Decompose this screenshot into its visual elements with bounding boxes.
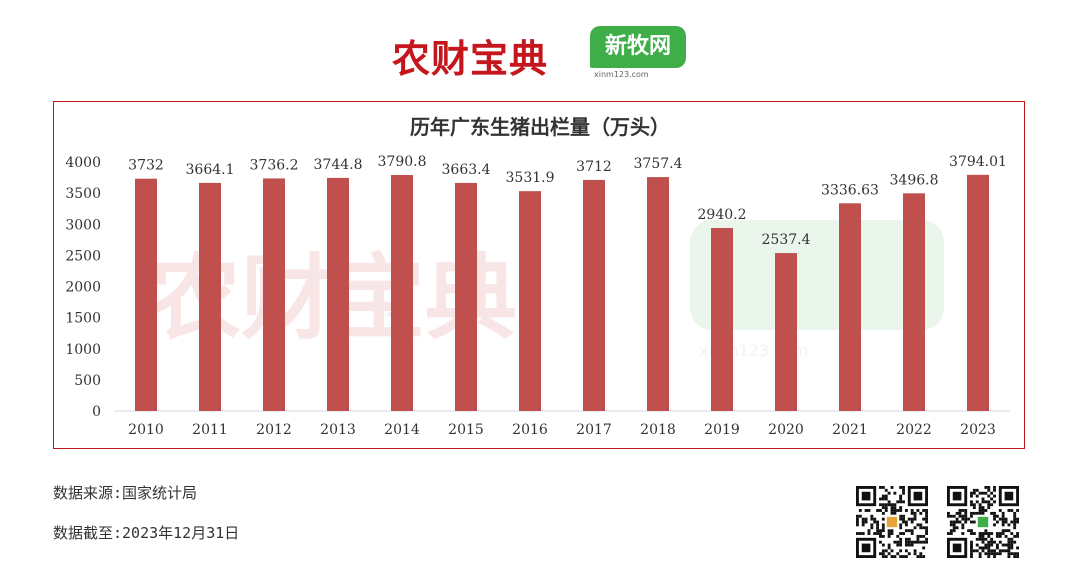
value-label-2021: 3336.63 bbox=[821, 182, 879, 198]
x-tick-label-2019: 2019 bbox=[704, 422, 740, 438]
value-label-2019: 2940.2 bbox=[698, 207, 747, 223]
x-tick-label-2016: 2016 bbox=[512, 422, 548, 438]
watermark-xinmu-badge bbox=[690, 220, 944, 330]
chart-title: 历年广东生猪出栏量（万头） bbox=[410, 115, 670, 139]
bar-2012 bbox=[263, 178, 285, 411]
x-tick-label-2017: 2017 bbox=[576, 422, 612, 438]
nongcai-logo: 农财宝典 bbox=[392, 37, 549, 81]
x-tick-label-2012: 2012 bbox=[256, 422, 292, 438]
bar-2021 bbox=[839, 203, 861, 411]
value-label-2022: 3496.8 bbox=[890, 172, 939, 188]
bar-2010 bbox=[135, 178, 157, 411]
watermark-xinmu: 新牧网 bbox=[727, 245, 907, 315]
value-label-2017: 3712 bbox=[576, 159, 612, 175]
x-axis: 2010 2011 2012 2013 2014 2015 2016 2017 2018 2019… bbox=[128, 422, 996, 438]
x-tick-label-2014: 2014 bbox=[384, 422, 420, 438]
value-label-2015: 3663.4 bbox=[442, 162, 491, 178]
xinmu-logo: 新牧网 bbox=[590, 26, 686, 68]
value-label-2012: 3736.2 bbox=[250, 157, 299, 173]
bar-2023 bbox=[967, 174, 989, 411]
y-tick-label: 3000 bbox=[65, 217, 101, 233]
y-tick-label: 2500 bbox=[65, 248, 101, 264]
bar-2011 bbox=[199, 182, 221, 411]
x-tick-label-2010: 2010 bbox=[128, 422, 164, 438]
bar-2020 bbox=[775, 253, 797, 411]
value-label-2018: 3757.4 bbox=[634, 156, 683, 172]
x-tick-label-2015: 2015 bbox=[448, 422, 484, 438]
data-cutoff-note: 数据截至:2023年12月31日 bbox=[53, 524, 240, 542]
y-tick-label: 500 bbox=[74, 373, 101, 389]
y-tick-label: 0 bbox=[92, 404, 101, 420]
bar-2013 bbox=[327, 177, 349, 411]
value-label-2013: 3744.8 bbox=[314, 157, 363, 173]
value-label-2023: 3794.01 bbox=[949, 154, 1007, 170]
bar-2014 bbox=[391, 175, 413, 411]
x-tick-label-2020: 2020 bbox=[768, 422, 804, 438]
data-source-note: 数据来源:国家统计局 bbox=[53, 484, 198, 502]
bar-2016 bbox=[519, 191, 541, 411]
chart-frame: 农财宝典 新牧网 xinm123.com 历年广东生猪出栏量（万头） 05001… bbox=[53, 101, 1025, 449]
qr-code-nongcai[interactable] bbox=[856, 486, 928, 558]
x-tick-label-2018: 2018 bbox=[640, 422, 676, 438]
x-tick-label-2011: 2011 bbox=[192, 422, 228, 438]
qr-code-xinmu[interactable] bbox=[947, 486, 1019, 558]
bar-2022 bbox=[903, 193, 925, 411]
brand-header: 农财宝典 新牧网 xinm123.com bbox=[0, 20, 1080, 90]
y-tick-label: 3500 bbox=[65, 186, 101, 202]
bars bbox=[135, 174, 989, 411]
value-labels: 3732 3664.1 3736.2 3744.8 3790.8 3663.4 3531.9… bbox=[128, 154, 1007, 248]
y-tick-label: 4000 bbox=[65, 155, 101, 171]
y-tick-label: 1000 bbox=[65, 342, 101, 358]
bar-chart: 农财宝典 新牧网 xinm123.com 历年广东生猪出栏量（万头） 05001… bbox=[65, 115, 1010, 438]
y-tick-label: 1500 bbox=[65, 311, 101, 327]
bar-2018 bbox=[647, 177, 669, 411]
bar-2015 bbox=[455, 182, 477, 411]
value-label-2016: 3531.9 bbox=[506, 170, 555, 186]
value-label-2010: 3732 bbox=[128, 158, 164, 174]
x-tick-label-2022: 2022 bbox=[896, 422, 932, 438]
value-label-2014: 3790.8 bbox=[378, 154, 427, 170]
xinmu-logo-url: xinm123.com bbox=[594, 70, 649, 79]
x-tick-label-2013: 2013 bbox=[320, 422, 356, 438]
x-tick-label-2021: 2021 bbox=[832, 422, 868, 438]
bar-2017 bbox=[583, 179, 605, 411]
bar-2019 bbox=[711, 227, 733, 411]
value-label-2020: 2537.4 bbox=[762, 232, 811, 248]
value-label-2011: 3664.1 bbox=[186, 162, 235, 178]
x-tick-label-2023: 2023 bbox=[960, 422, 996, 438]
y-tick-label: 2000 bbox=[65, 280, 101, 296]
